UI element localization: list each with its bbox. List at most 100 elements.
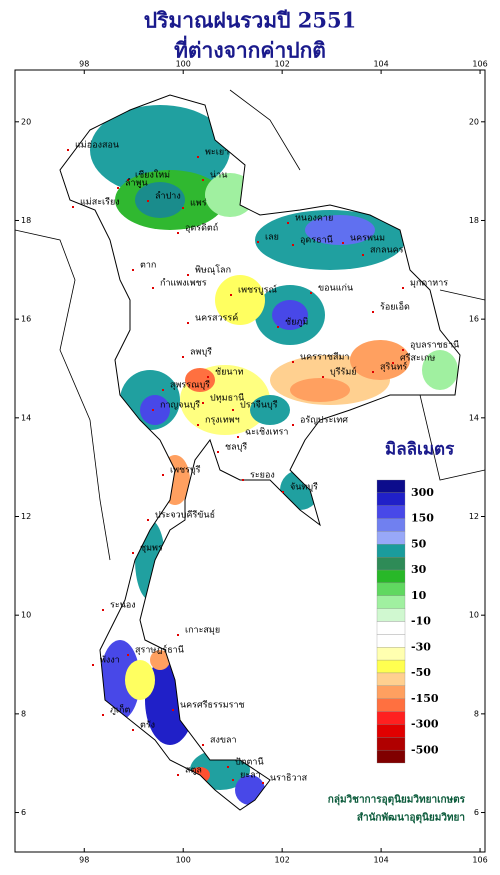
province-label: มุกดาหาร: [410, 279, 448, 289]
province-label: ร้อยเอ็ด: [380, 300, 410, 313]
station-marker: [282, 491, 284, 493]
legend-swatch: [376, 544, 406, 558]
station-marker: [67, 149, 69, 151]
station-marker: [402, 349, 404, 351]
legend-swatch: [376, 569, 406, 584]
station-marker: [202, 402, 204, 404]
station-marker: [322, 376, 324, 378]
legend-label: 50: [411, 537, 427, 550]
legend-label: -10: [411, 615, 431, 628]
station-marker: [127, 179, 129, 181]
lat-tick-label: 20: [469, 117, 479, 126]
legend-swatch: [376, 505, 406, 519]
station-marker: [372, 311, 374, 313]
legend-swatch: [376, 749, 406, 764]
station-marker: [147, 200, 149, 202]
station-marker: [362, 254, 364, 256]
station-marker: [132, 269, 134, 271]
province-label: แม่สะเรียง: [80, 197, 120, 208]
province-label: พิษณุโลก: [195, 265, 231, 276]
station-marker: [197, 424, 199, 426]
station-marker: [232, 779, 234, 781]
station-marker: [162, 474, 164, 476]
province-label: สุรินทร์: [380, 361, 407, 373]
legend-label: 10: [411, 589, 427, 602]
lat-tick-label: 8: [474, 709, 479, 718]
province-label: ขอนแก่น: [318, 284, 353, 294]
station-marker: [177, 634, 179, 636]
province-label: พังงา: [100, 656, 120, 666]
province-label: พะเยา: [205, 148, 229, 158]
station-marker: [182, 356, 184, 358]
lon-tick-label: 102: [275, 60, 290, 69]
legend-swatch: [376, 531, 406, 545]
station-marker: [292, 424, 294, 426]
lon-tick-label: 98: [79, 60, 89, 69]
province-label: เกาะสมุย: [185, 626, 220, 636]
station-marker: [127, 654, 129, 656]
legend-swatch: [376, 634, 406, 648]
legend-swatch: [376, 479, 406, 494]
province-label: ประจวบคีรีขันธ์: [155, 509, 215, 521]
lon-tick-label: 100: [176, 60, 191, 69]
province-label: ระนอง: [110, 601, 136, 611]
province-label: นครราชสีมา: [300, 352, 349, 363]
lon-tick-label: 104: [373, 856, 388, 865]
lat-tick-label: 6: [21, 808, 26, 817]
lat-tick-label: 12: [21, 512, 31, 521]
title-line-2: ที่ต่างจากค่าปกติ: [174, 35, 326, 63]
province-label: ปราจีนบุรี: [240, 400, 278, 411]
province-label: ปัตตานี: [235, 757, 264, 768]
province-label: ลำพูน: [125, 178, 148, 189]
lon-tick-label: 104: [373, 60, 388, 69]
station-marker: [187, 274, 189, 276]
lat-tick-label: 10: [469, 611, 479, 620]
lon-tick-label: 100: [176, 856, 191, 865]
legend-swatch: [376, 737, 406, 751]
province-label: ระยอง: [250, 471, 275, 481]
station-marker: [132, 552, 134, 554]
province-label: บุรีรัมย์: [330, 366, 357, 378]
station-marker: [207, 376, 209, 378]
credit-line-2: สำนักพัฒนาอุตุนิยมวิทยา: [357, 812, 465, 824]
lat-tick-label: 14: [469, 413, 479, 422]
province-label: อุดรธานี: [300, 235, 333, 246]
province-label: อุตรดิตถ์: [185, 222, 218, 234]
station-marker: [162, 389, 164, 391]
province-label: สกลนคร: [370, 246, 404, 256]
station-marker: [237, 436, 239, 438]
station-marker: [152, 287, 154, 289]
lat-tick-label: 10: [21, 611, 31, 620]
station-marker: [392, 362, 394, 364]
province-label: ชลบุรี: [225, 442, 247, 453]
province-label: ตาก: [140, 261, 156, 271]
legend-label: 300: [411, 486, 434, 499]
station-marker: [310, 292, 312, 294]
province-label: เชียงใหม่: [135, 170, 170, 181]
province-label: อุบลราชธานี: [410, 340, 459, 351]
province-label: ยะลา: [240, 771, 261, 781]
province-label: หนองคาย: [295, 214, 333, 224]
station-marker: [292, 361, 294, 363]
station-marker: [177, 774, 179, 776]
lat-tick-label: 18: [469, 216, 479, 225]
province-label: กรุงเทพฯ: [205, 416, 240, 426]
station-marker: [92, 664, 94, 666]
station-marker: [232, 409, 234, 411]
legend-swatch: [376, 647, 406, 661]
legend-label: -500: [411, 743, 439, 756]
province-label: จันทบุรี: [290, 482, 318, 493]
province-label: แพร่: [190, 199, 207, 209]
station-marker: [262, 782, 264, 784]
lon-tick-label: 106: [472, 60, 487, 69]
lat-tick-label: 8: [21, 709, 26, 718]
province-label: ลำปาง: [155, 191, 181, 202]
province-label: เลย: [265, 233, 279, 243]
station-marker: [102, 714, 104, 716]
station-marker: [342, 242, 344, 244]
province-label: นครพนม: [350, 234, 385, 244]
lon-tick-label: 98: [79, 856, 89, 865]
station-marker: [257, 241, 259, 243]
lat-tick-label: 20: [21, 117, 31, 126]
